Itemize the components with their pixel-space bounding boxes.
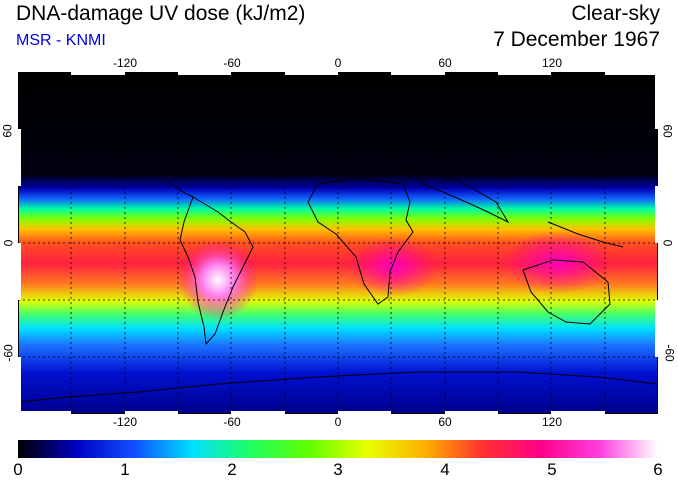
lat-tick-right: -60 (662, 344, 677, 362)
coast-asia-south (411, 169, 510, 224)
lon-tick-top: 120 (541, 56, 563, 70)
lon-tick-bottom: -60 (223, 415, 241, 429)
lat-tick-right: 0 (660, 239, 675, 247)
hotspot-australia (503, 230, 613, 294)
lat-tick-right: 60 (660, 124, 675, 138)
colorbar-label: 0 (13, 460, 23, 479)
colorbar-gradient (18, 440, 658, 458)
coast-maritime-asia (547, 221, 624, 248)
colorbar-label: 2 (227, 460, 237, 479)
coast-central-america (167, 181, 194, 198)
lon-tick-top: 0 (334, 56, 342, 70)
graticule (18, 72, 658, 414)
coast-south-america (179, 196, 254, 346)
coast-antarctica (18, 371, 658, 403)
lon-tick-top: 60 (438, 56, 452, 70)
colorbar-label: 5 (547, 460, 557, 479)
sky-condition-label: Clear-sky (571, 2, 660, 25)
lon-tick-bottom: 120 (541, 415, 563, 429)
colorbar-canvas (18, 440, 658, 458)
hotspot-africa (348, 237, 438, 297)
lon-tick-bottom: 0 (334, 415, 342, 429)
colorbar-label: 4 (440, 460, 450, 479)
date-label: 7 December 1967 (493, 28, 660, 51)
colorbar-label: 6 (653, 460, 663, 479)
map-canvas (18, 72, 658, 414)
uv-dose-map (18, 72, 658, 414)
frame-ticks (18, 72, 658, 414)
coast-australia (522, 259, 611, 325)
lat-tick-left: 0 (1, 239, 16, 247)
colorbar-label: 1 (120, 460, 130, 479)
coast-africa (307, 177, 414, 305)
colorbar-label: 3 (333, 460, 343, 479)
lat-tick-left: 60 (0, 124, 15, 138)
coastlines (18, 169, 658, 403)
color-scale-bar (18, 440, 658, 458)
lon-tick-bottom: -120 (112, 415, 138, 429)
lon-tick-top: -120 (112, 56, 138, 70)
lon-tick-top: -60 (223, 56, 241, 70)
hotspot-south-america (178, 240, 258, 320)
lon-tick-bottom: 60 (438, 415, 452, 429)
credit-label: MSR - KNMI (16, 32, 106, 49)
map-title: DNA-damage UV dose (kJ/m2) (16, 2, 306, 25)
lat-tick-left: -60 (1, 344, 16, 362)
